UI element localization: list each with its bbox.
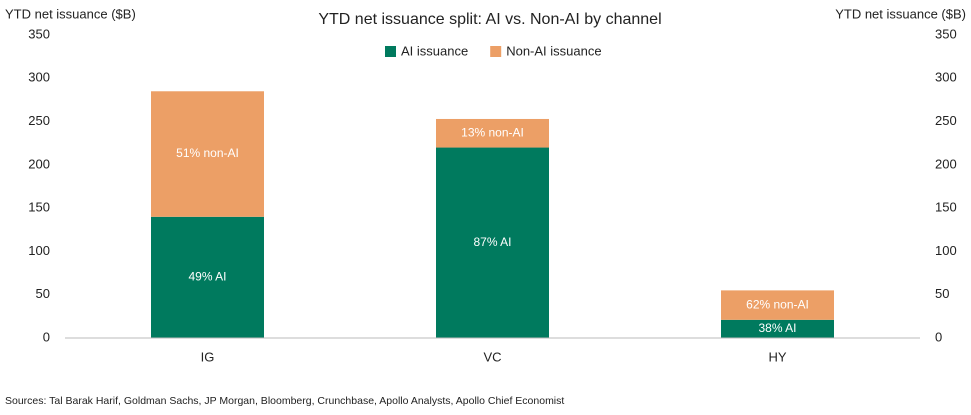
bar-segment [436, 147, 549, 338]
bar-segment [151, 216, 264, 338]
y-tick-label: 50 [36, 286, 50, 301]
y2-tick-label: 150 [935, 200, 957, 215]
y2-tick-label: 350 [935, 26, 957, 41]
bar-segment [436, 118, 549, 148]
y2-tick-label: 50 [935, 286, 949, 301]
bar-segment [151, 91, 264, 217]
legend-label: AI issuance [401, 43, 468, 58]
y-tick-label: 200 [28, 156, 50, 171]
segment-label: 87% AI [473, 235, 511, 249]
y-tick-label: 250 [28, 113, 50, 128]
segment-label: 38% AI [758, 321, 796, 335]
y-tick-label: 100 [28, 243, 50, 258]
source: Sources: Tal Barak Harif, Goldman Sachs,… [5, 395, 564, 407]
y2-tick-label: 250 [935, 113, 957, 128]
y-tick-label: 0 [43, 329, 50, 344]
bar-segment [721, 319, 834, 338]
segment-label: 13% non-AI [461, 125, 524, 139]
y2-tick-label: 100 [935, 243, 957, 258]
bar-segment [721, 290, 834, 320]
y2-axis-title: YTD net issuance ($B) [835, 6, 966, 21]
legend-swatch [385, 46, 396, 57]
segment-label: 62% non-AI [746, 297, 809, 311]
y2-tick-label: 0 [935, 329, 942, 344]
y-tick-label: 350 [28, 26, 50, 41]
segment-label: 51% non-AI [176, 146, 239, 160]
y-tick-label: 150 [28, 200, 50, 215]
legend-swatch [490, 46, 502, 57]
y2-tick-label: 200 [935, 156, 957, 171]
chart-title: YTD net issuance split: AI vs. Non-AI by… [318, 11, 661, 28]
x-tick-label: HY [768, 349, 786, 364]
segment-label: 49% AI [188, 270, 226, 284]
x-tick-label: VC [483, 349, 501, 364]
y-tick-label: 300 [28, 70, 50, 85]
y-axis-title: YTD net issuance ($B) [5, 6, 136, 21]
x-tick-label: IG [201, 349, 215, 364]
y2-tick-label: 300 [935, 70, 957, 85]
legend-label: Non-AI issuance [506, 43, 601, 58]
